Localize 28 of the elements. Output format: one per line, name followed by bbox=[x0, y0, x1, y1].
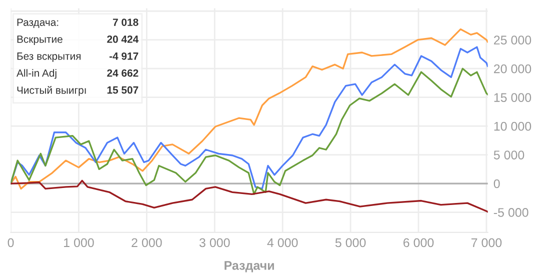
x-tick-label: 7 000 bbox=[471, 238, 502, 248]
x-tick-label: 0 bbox=[8, 238, 14, 248]
line-series bbox=[10, 68, 488, 195]
annotation: 7 018 bbox=[113, 18, 138, 26]
annotation: Чистый выигрı bbox=[17, 86, 86, 96]
y-tick-label: 20 000 bbox=[494, 64, 532, 74]
annotation: Вскрытие bbox=[17, 36, 62, 45]
y-tick-label: 15 000 bbox=[494, 93, 532, 102]
annotation: -4 917 bbox=[109, 52, 138, 60]
annotation: 24 662 bbox=[107, 69, 138, 77]
y-tick-label: 25 000 bbox=[494, 36, 532, 45]
x-tick-label: 5 000 bbox=[335, 238, 366, 248]
y-tick-label: 0 bbox=[494, 179, 500, 188]
x-tick-label: 4 000 bbox=[267, 238, 298, 248]
x-tick-label: 2 000 bbox=[132, 238, 162, 248]
annotation: Без вскрытия bbox=[17, 52, 81, 62]
annotation: 20 424 bbox=[107, 36, 139, 43]
line-series bbox=[10, 180, 488, 213]
y-tick-label: 5 000 bbox=[494, 150, 524, 160]
annotation: All-in Adj bbox=[16, 69, 56, 79]
x-axis-title: Раздачи bbox=[224, 261, 274, 272]
annotation: Раздача: bbox=[17, 18, 58, 28]
y-tick-label: 10 000 bbox=[494, 122, 532, 131]
y-tick-label: -5 000 bbox=[494, 208, 528, 217]
x-tick-label: 6 000 bbox=[403, 238, 434, 248]
x-tick-label: 1 000 bbox=[64, 238, 94, 248]
x-tick-label: 3 000 bbox=[199, 238, 230, 248]
annotation: 15 507 bbox=[107, 86, 138, 94]
